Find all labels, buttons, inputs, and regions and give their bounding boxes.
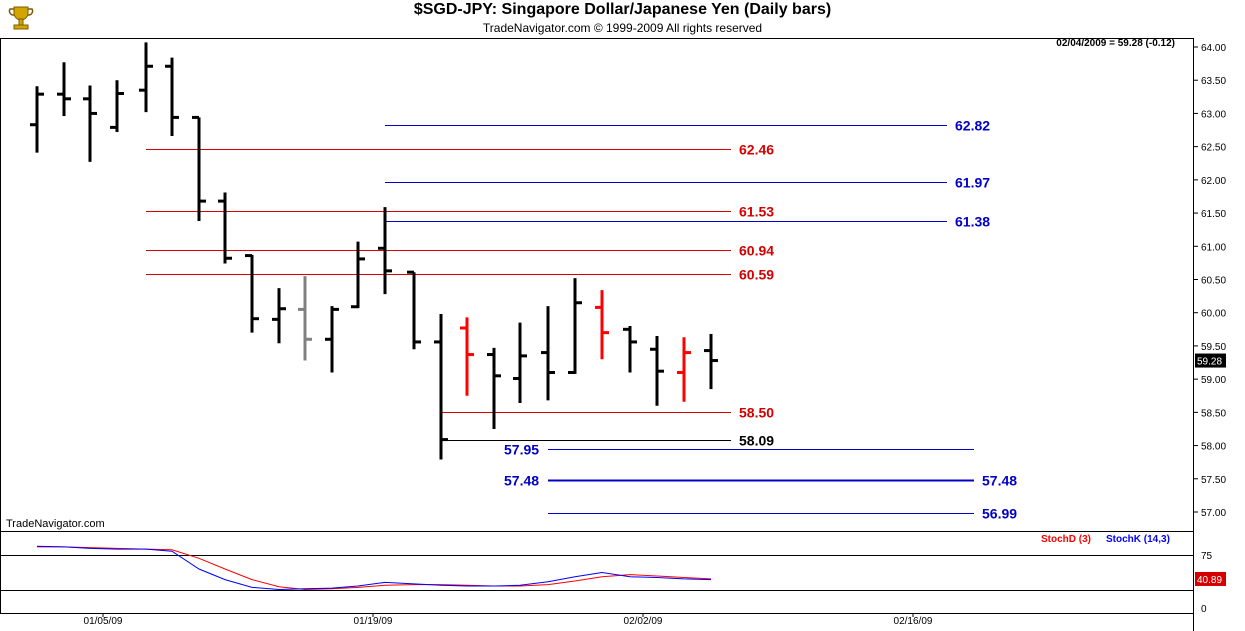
level-lines: 62.82 62.46 61.97 61.53 61.38 60.94 60.59 58.50…	[146, 118, 1017, 522]
ohlc-bar	[568, 278, 582, 374]
price-panel-frame	[0, 38, 1194, 532]
last-price-box	[1195, 353, 1226, 368]
ohlc-bar	[272, 288, 286, 344]
level-label: 60.59	[739, 267, 774, 283]
ohlc-bar	[623, 326, 637, 373]
level-label: 62.82	[955, 118, 990, 134]
ohlc-bar	[513, 322, 527, 404]
ohlc-bar	[704, 333, 718, 390]
ohlc-bar	[298, 276, 312, 361]
indicator-panel-frame	[0, 531, 1194, 614]
stoch-d-line	[37, 546, 712, 591]
price-tick-label: 60.00	[1201, 309, 1226, 320]
watermark: TradeNavigator.com	[6, 518, 105, 530]
ohlc-bar	[378, 207, 392, 295]
level-label: 61.38	[955, 214, 990, 230]
stoch-tick-label: 0	[1201, 604, 1207, 615]
price-tick-label: 57.00	[1201, 508, 1226, 519]
ohlc-bar	[487, 347, 501, 429]
chart-subtitle: TradeNavigator.com © 1999-2009 All right…	[482, 21, 763, 35]
ohlc-bar	[595, 290, 609, 360]
stoch-tick-label: 75	[1201, 551, 1213, 562]
time-tick-label: 01/19/09	[354, 616, 393, 627]
ohlc-bar	[57, 62, 71, 117]
level-label: 62.46	[739, 142, 774, 158]
price-tick-label: 59.00	[1201, 375, 1226, 386]
ohlc-bar	[351, 241, 365, 309]
level-label: 58.09	[739, 433, 774, 449]
price-tick-label: 61.00	[1201, 242, 1226, 253]
level-label: 60.94	[739, 243, 774, 259]
trophy-icon	[8, 6, 34, 30]
ohlc-bar	[192, 115, 206, 222]
last-price-readout: 02/04/2009 = 59.28 (-0.12)	[1056, 38, 1175, 49]
time-axis: 01/05/09 01/19/09 02/02/09 02/16/09	[84, 613, 933, 627]
price-tick-label: 61.50	[1201, 209, 1226, 220]
price-tick-label: 59.50	[1201, 342, 1226, 353]
chart-header: $SGD-JPY: Singapore Dollar/Japanese Yen …	[0, 0, 1245, 38]
price-tick-label: 63.50	[1201, 76, 1226, 87]
ohlc-bar	[83, 85, 97, 162]
stochastic-panel: 75 0 40.89 StochD (3) StochK (14,3)	[1, 534, 1226, 615]
level-label: 57.95	[504, 442, 539, 458]
ohlc-bar	[165, 57, 179, 137]
ohlc-bar	[139, 42, 153, 113]
time-tick-label: 02/02/09	[624, 616, 663, 627]
price-tick-label: 57.50	[1201, 475, 1226, 486]
price-tick-label: 64.00	[1201, 43, 1226, 54]
stoch-legend-label: StochK (14,3)	[1106, 534, 1170, 545]
price-tick-label: 62.00	[1201, 176, 1226, 187]
level-label: 57.48	[982, 473, 1017, 489]
ohlc-bar	[677, 337, 691, 402]
ohlc-bar	[30, 86, 44, 153]
time-tick-label: 02/16/09	[894, 616, 933, 627]
time-tick-label: 01/05/09	[84, 616, 123, 627]
price-tick-label: 63.00	[1201, 109, 1226, 120]
stoch-last-label: 40.89	[1197, 575, 1222, 586]
ohlc-bar	[407, 270, 421, 350]
stoch-legend-label: StochD (3)	[1041, 534, 1091, 545]
last-price-label: 59.28	[1197, 357, 1222, 368]
level-label: 58.50	[739, 405, 774, 421]
ohlc-bar	[110, 80, 124, 133]
level-label: 56.99	[982, 506, 1017, 522]
level-label: 61.97	[955, 175, 990, 191]
price-tick-label: 60.50	[1201, 276, 1226, 287]
price-tick-label: 58.00	[1201, 442, 1226, 453]
level-label: 61.53	[739, 204, 774, 220]
ohlc-bar	[541, 306, 555, 401]
ohlc-bar	[460, 317, 474, 396]
ohlc-bar	[218, 192, 232, 264]
stoch-last-box	[1195, 571, 1226, 586]
chart-title: $SGD-JPY: Singapore Dollar/Japanese Yen …	[413, 1, 832, 18]
level-label: 57.48	[504, 473, 539, 489]
price-tick-label: 62.50	[1201, 143, 1226, 154]
price-tick-label: 58.50	[1201, 408, 1226, 419]
ohlc-bar	[434, 314, 448, 460]
ohlc-bar	[650, 335, 664, 406]
ohlc-bar	[245, 254, 259, 333]
stoch-k-line	[36, 545, 712, 591]
price-axis: 57.00 57.50 58.00 58.50 59.00 59.50 60.00 60.50…	[1193, 43, 1226, 519]
ohlc-bar	[325, 306, 339, 373]
price-bars	[30, 42, 718, 460]
